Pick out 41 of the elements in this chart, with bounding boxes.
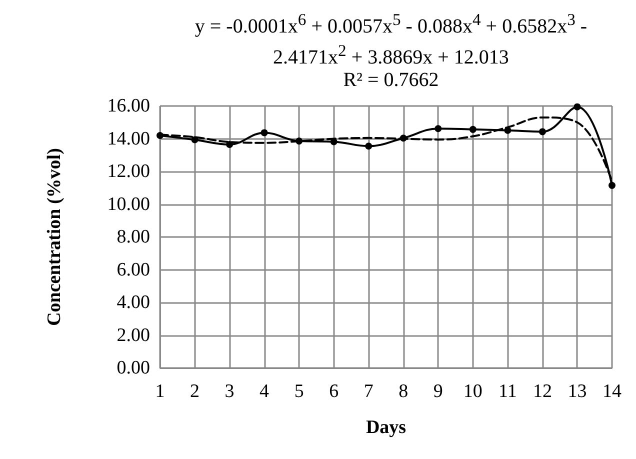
point — [191, 136, 198, 144]
text: R² = 0.7662 — [342, 69, 440, 92]
x-tick-label: 8 — [398, 381, 408, 402]
y-tick-label: 0.00 — [116, 358, 150, 378]
point — [608, 182, 616, 189]
y-axis-title: Concentration (%vol) — [44, 148, 65, 326]
x-tick-label: 5 — [294, 381, 304, 402]
point — [504, 126, 512, 134]
x-tick-label: 9 — [433, 381, 443, 402]
point — [469, 126, 476, 133]
x-tick-label: 14 — [602, 381, 622, 402]
y-tick-label: 10.00 — [107, 194, 150, 215]
y-tick-label: 16.00 — [107, 96, 150, 116]
point — [365, 142, 372, 150]
x-tick-label: 10 — [463, 381, 482, 402]
point — [400, 134, 407, 142]
x-tick-label: 7 — [364, 381, 374, 402]
x-tick-label: 11 — [498, 381, 517, 402]
y-tick-label: 4.00 — [116, 292, 150, 313]
point — [330, 138, 338, 146]
point — [260, 129, 268, 136]
y-tick-label: 6.00 — [116, 259, 150, 280]
x-tick-label: 3 — [224, 381, 234, 402]
x-tick-label: 12 — [532, 381, 552, 402]
x-tick-label: 6 — [329, 381, 339, 402]
x-tick-label: 2 — [190, 381, 200, 402]
x-tick-label: 1 — [155, 381, 165, 402]
point — [434, 125, 442, 132]
point — [226, 140, 234, 148]
x-tick-label: 4 — [260, 381, 270, 402]
y-tick-label: 14.00 — [107, 128, 150, 150]
point — [156, 132, 164, 139]
text: y = -0.0001x$^{6}$ + 0.0057x$^{5}$ - 0.088x$^{4}$ + 0.6582x$^{3}$ - 2.4171x$^{2}$ + 3.8869x + 12.013 — [194, 10, 588, 68]
y-tick-label: 12.00 — [107, 161, 150, 182]
point — [538, 128, 546, 136]
x-axis-title: Days — [366, 417, 406, 438]
x-tick-label: 13 — [568, 381, 587, 402]
point — [574, 103, 581, 110]
y-tick-label: 8.00 — [116, 226, 150, 248]
y-tick-label: 2.00 — [116, 324, 150, 346]
point — [296, 138, 303, 145]
